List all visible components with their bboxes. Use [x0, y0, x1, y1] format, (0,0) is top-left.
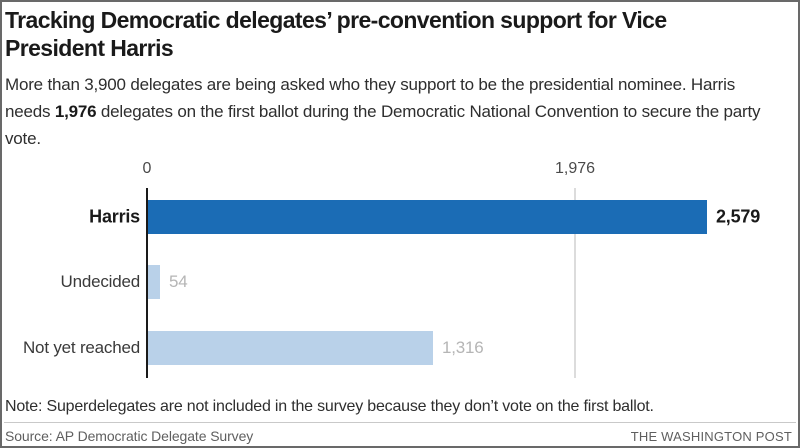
category-label: Not yet reached — [22, 338, 140, 357]
description-text-after: delegates on the first ballot during the… — [5, 102, 761, 148]
value-label: 2,579 — [716, 206, 761, 227]
bar-undecided — [148, 265, 160, 299]
footer-divider — [4, 422, 796, 423]
bar-harris — [148, 200, 707, 234]
chart-description: More than 3,900 delegates are being aske… — [5, 71, 778, 152]
chart: 0 1,976 Harris 2,579 Undecided 54 Not yet reac… — [2, 160, 798, 384]
source-row: Source: AP Democratic Delegate Survey TH… — [5, 428, 792, 444]
description-text-before: More than 3,900 delegates are being aske… — [5, 75, 736, 121]
chart-headline: Tracking Democratic delegates’ pre-conve… — [5, 6, 790, 62]
axis-tick-label: 0 — [142, 160, 152, 177]
axis-tick-label: 1,976 — [554, 160, 596, 177]
source-label: Source: AP Democratic Delegate Survey — [5, 428, 254, 444]
publisher-credit: THE WASHINGTON POST — [630, 429, 792, 444]
description-threshold-number: 1,976 — [54, 102, 97, 121]
value-label: 1,316 — [442, 338, 484, 357]
value-label: 54 — [169, 272, 188, 291]
axis-baseline — [146, 188, 148, 378]
footnote: Note: Superdelegates are not included in… — [5, 398, 654, 415]
bar-not-yet-reached — [148, 331, 433, 365]
headline-line-1: Tracking Democratic delegates’ pre-conve… — [5, 7, 667, 33]
category-label: Harris — [89, 206, 140, 227]
category-label: Undecided — [60, 272, 141, 291]
gridline — [574, 188, 576, 378]
headline-line-2: President Harris — [5, 35, 174, 61]
